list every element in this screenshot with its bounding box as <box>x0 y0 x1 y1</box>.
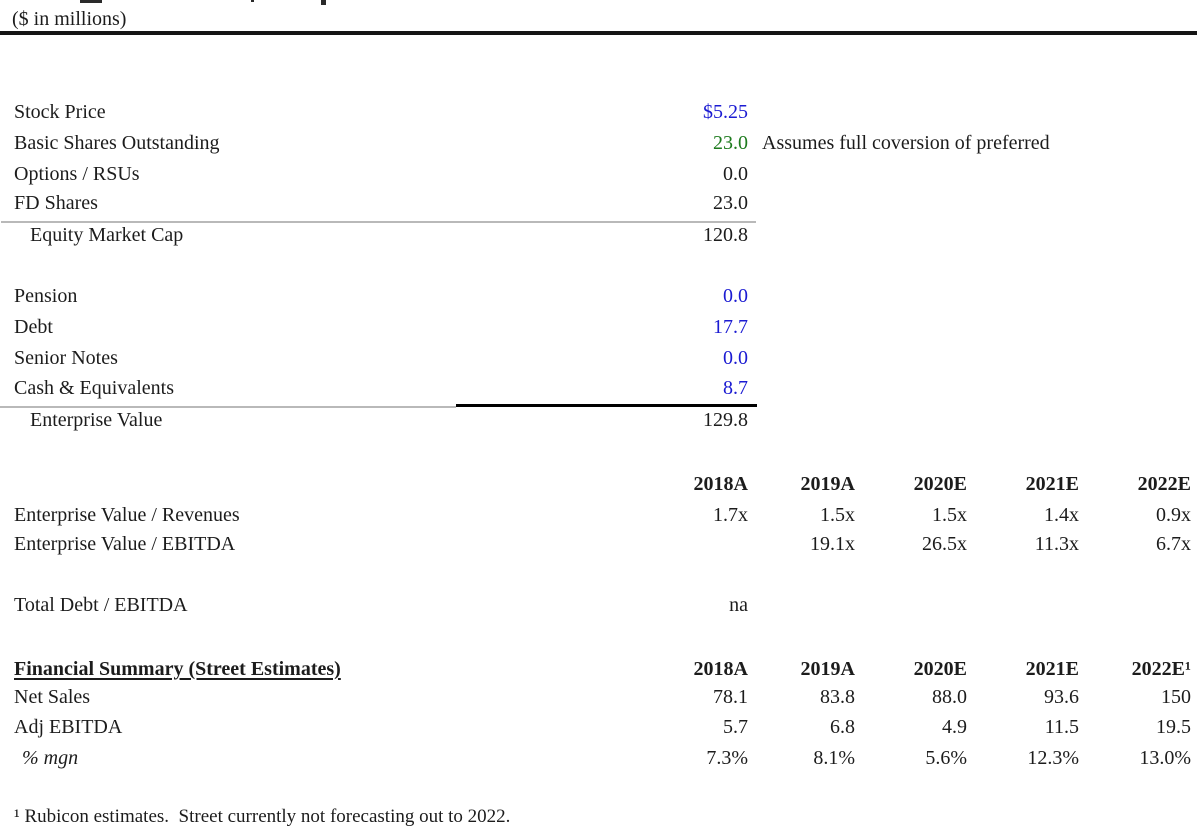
row-label: FD Shares <box>14 192 98 214</box>
row-value: 17.7 <box>713 316 748 338</box>
cell-value: na <box>729 594 748 616</box>
row-label: Stock Price <box>14 101 106 123</box>
row-stock-price: Stock Price $5.25 <box>0 100 1200 124</box>
clipped-text-fragment <box>251 0 254 2</box>
subtotal-rule <box>1 221 756 223</box>
cell-value: 88.0 <box>932 686 967 708</box>
row-adj-ebitda: Adj EBITDA 5.7 6.8 4.9 11.5 19.5 <box>0 715 1200 739</box>
clipped-text-fragment <box>80 0 102 3</box>
cell-value: 1.4x <box>1044 504 1079 526</box>
row-label: Net Sales <box>14 686 91 708</box>
header-rule <box>0 31 1197 35</box>
cell-value: 0.9x <box>1156 504 1191 526</box>
row-label: Adj EBITDA <box>14 716 123 738</box>
row-debt: Debt 17.7 <box>0 315 1200 339</box>
cell-value: 83.8 <box>820 686 855 708</box>
row-value: 23.0 <box>713 192 748 214</box>
cell-value: 6.8 <box>830 716 855 738</box>
year-header: 2022E¹ <box>1131 658 1191 680</box>
cell-value: 19.5 <box>1156 716 1191 738</box>
row-pct-margin: % mgn 7.3% 8.1% 5.6% 12.3% 13.0% <box>0 746 1200 770</box>
year-header: 2021E <box>1025 658 1079 680</box>
row-label: Enterprise Value <box>30 409 163 431</box>
row-label: Equity Market Cap <box>30 224 184 246</box>
cell-value: 8.1% <box>813 747 855 769</box>
units-label: ($ in millions) <box>12 8 127 30</box>
row-value: 120.8 <box>703 224 748 246</box>
row-label: Enterprise Value / Revenues <box>14 504 240 526</box>
assumption-note: Assumes full coversion of preferred <box>762 132 1050 154</box>
cell-value: 1.5x <box>820 504 855 526</box>
cell-value: 6.7x <box>1156 533 1191 555</box>
section-title: Financial Summary (Street Estimates) <box>14 658 341 680</box>
cell-value: 5.7 <box>723 716 748 738</box>
cell-value: 1.7x <box>713 504 748 526</box>
cell-value: 11.5 <box>1044 716 1079 738</box>
row-label: Total Debt / EBITDA <box>14 594 188 616</box>
cell-value: 1.5x <box>932 504 967 526</box>
row-ev-ebitda: Enterprise Value / EBITDA 19.1x 26.5x 11… <box>0 532 1200 556</box>
year-header: 2019A <box>800 658 855 680</box>
cell-value: 4.9 <box>942 716 967 738</box>
row-value: 0.0 <box>723 347 748 369</box>
footnote: ¹ Rubicon estimates. Street currently no… <box>14 806 511 827</box>
cell-value: 19.1x <box>810 533 855 555</box>
row-fd-shares: FD Shares 23.0 <box>0 191 1200 215</box>
subtotal-rule <box>0 406 456 408</box>
financial-summary-header-row: Financial Summary (Street Estimates) 201… <box>0 657 1200 681</box>
year-header: 2021E <box>1025 473 1079 495</box>
total-rule <box>456 404 757 407</box>
row-pension: Pension 0.0 <box>0 284 1200 308</box>
cell-value: 5.6% <box>925 747 967 769</box>
row-basic-shares: Basic Shares Outstanding 23.0 Assumes fu… <box>0 131 1200 155</box>
cell-value: 7.3% <box>706 747 748 769</box>
row-total-debt-ebitda: Total Debt / EBITDA na <box>0 593 1200 617</box>
row-value: 23.0 <box>713 132 748 154</box>
year-header: 2020E <box>913 473 967 495</box>
year-header: 2020E <box>913 658 967 680</box>
row-value: $5.25 <box>703 101 748 123</box>
clipped-text-fragment <box>321 0 326 5</box>
cell-value: 13.0% <box>1139 747 1191 769</box>
row-label: % mgn <box>22 747 79 769</box>
row-equity-market-cap: Equity Market Cap 120.8 <box>0 223 1200 247</box>
cell-value: 26.5x <box>922 533 967 555</box>
cell-value: 11.3x <box>1034 533 1079 555</box>
cell-value: 93.6 <box>1044 686 1079 708</box>
row-ev-revenues: Enterprise Value / Revenues 1.7x 1.5x 1.… <box>0 503 1200 527</box>
row-value: 0.0 <box>723 163 748 185</box>
units-label-row: ($ in millions) <box>0 7 1200 31</box>
row-value: 129.8 <box>703 409 748 431</box>
row-label: Basic Shares Outstanding <box>14 132 220 154</box>
row-net-sales: Net Sales 78.1 83.8 88.0 93.6 150 <box>0 685 1200 709</box>
row-enterprise-value: Enterprise Value 129.8 <box>0 408 1200 432</box>
row-options-rsus: Options / RSUs 0.0 <box>0 162 1200 186</box>
row-label: Debt <box>14 316 53 338</box>
row-label: Enterprise Value / EBITDA <box>14 533 236 555</box>
row-senior-notes: Senior Notes 0.0 <box>0 346 1200 370</box>
row-label: Senior Notes <box>14 347 118 369</box>
row-label: Cash & Equivalents <box>14 377 174 399</box>
year-header: 2018A <box>693 658 748 680</box>
row-value: 0.0 <box>723 285 748 307</box>
cell-value: 150 <box>1161 686 1191 708</box>
row-value: 8.7 <box>723 377 748 399</box>
year-header: 2019A <box>800 473 855 495</box>
cell-value: 12.3% <box>1027 747 1079 769</box>
row-label: Options / RSUs <box>14 163 140 185</box>
year-header: 2018A <box>693 473 748 495</box>
year-header: 2022E <box>1137 473 1191 495</box>
multiples-year-header-row: 2018A 2019A 2020E 2021E 2022E <box>0 472 1200 496</box>
row-label: Pension <box>14 285 78 307</box>
cell-value: 78.1 <box>713 686 748 708</box>
row-cash-equivalents: Cash & Equivalents 8.7 <box>0 376 1200 400</box>
